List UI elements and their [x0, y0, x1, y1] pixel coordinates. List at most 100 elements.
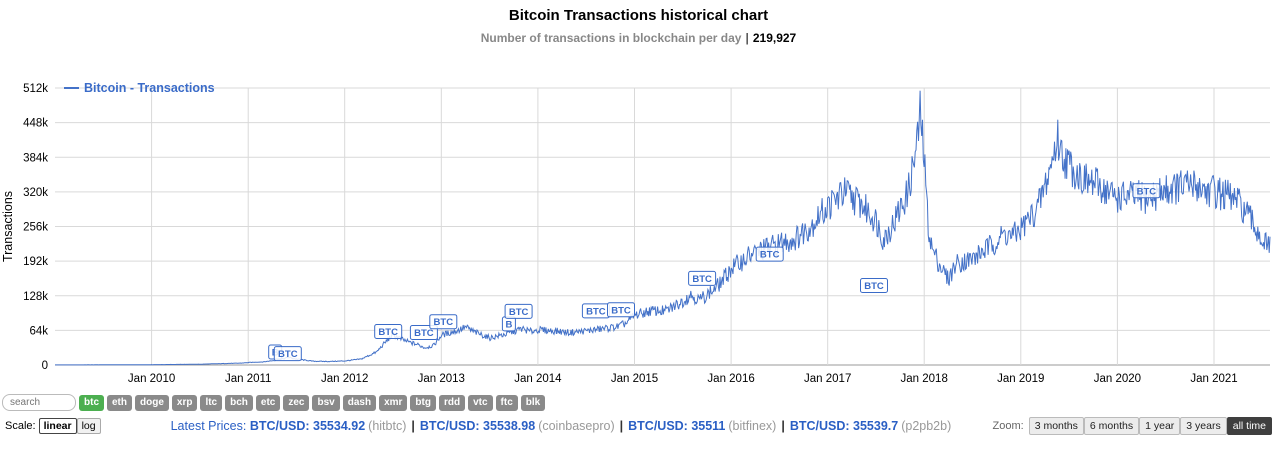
coin-button-rdd[interactable]: rdd — [438, 394, 466, 411]
btc-annotation-box — [1132, 183, 1161, 199]
price-exchange-name: (p2pb2b) — [901, 419, 952, 433]
y-tick-label: 448k — [23, 118, 48, 130]
x-tick-label: Jan 2015 — [611, 373, 658, 385]
x-tick-label: Jan 2014 — [514, 373, 562, 385]
y-tick-label: 64k — [29, 325, 48, 337]
btc-annotation-label: B — [505, 319, 512, 330]
coin-button-btg[interactable]: btg — [410, 394, 436, 411]
zoom-1-year-button[interactable]: 1 year — [1139, 417, 1181, 435]
scale-log-button[interactable]: log — [76, 418, 101, 434]
price-link-coinbasepro[interactable]: BTC/USD: 35538.98 — [419, 419, 536, 433]
btc-annotation-box — [688, 270, 717, 286]
latest-prices: Latest Prices: BTC/USD: 35534.92 (hitbtc)… — [171, 419, 993, 433]
coin-button-doge[interactable]: doge — [135, 394, 169, 411]
transactions-chart[interactable]: 0 64k 128k 192k 256k 320k 384k 448k 512k Jan 2010… — [0, 66, 1277, 388]
btc-annotation[interactable]: BTC — [860, 278, 888, 293]
btc-annotation-label: BTC — [378, 327, 398, 338]
btc-annotation[interactable]: BTC — [429, 314, 458, 330]
scale-buttons: linear log — [38, 418, 101, 434]
x-tick-label: Jan 2010 — [128, 373, 175, 385]
x-tick-label: Jan 2018 — [901, 373, 948, 385]
btc-annotation-box — [607, 302, 635, 318]
zoom-3-years-button[interactable]: 3 years — [1180, 417, 1227, 435]
price-link-hitbtc[interactable]: BTC/USD: 35534.92 — [249, 419, 366, 433]
zoom-all-time-button[interactable]: all time — [1226, 417, 1272, 435]
btc-annotation-label: BTC — [434, 317, 454, 328]
coin-button-bsv[interactable]: bsv — [312, 394, 340, 411]
coins-toolbar: btcethdogexrpltcbchetczecbsvdashxmrbtgrd… — [2, 394, 1275, 411]
btc-annotation-label: BTC — [509, 307, 529, 318]
btc-annotation-label: BTC — [586, 306, 606, 317]
y-tick-label: 256k — [23, 222, 48, 234]
btc-annotation-box — [755, 246, 784, 262]
btc-annotation[interactable]: BTC — [504, 303, 533, 319]
x-tick-label: Jan 2013 — [418, 373, 465, 385]
coin-button-ltc[interactable]: ltc — [200, 394, 223, 411]
btc-annotation[interactable]: BTC — [273, 346, 302, 362]
y-tick-label: 384k — [23, 152, 48, 164]
scale-linear-button[interactable]: linear — [38, 418, 77, 434]
legend-label[interactable]: Bitcoin - Transactions — [84, 81, 215, 95]
coin-buttons: btc eth doge xrp ltc bch etc zec bsv dash xmr btg rd… — [79, 394, 546, 411]
coin-button-bch[interactable]: bch — [225, 394, 253, 411]
btc-annotation[interactable]: BTC — [374, 324, 403, 339]
btc-annotation-label: BTC — [1137, 186, 1157, 197]
btc-annotation[interactable]: BTC — [607, 302, 635, 318]
btc-annotation-label: BTC — [414, 328, 434, 339]
price-separator: | — [411, 419, 415, 433]
price-separator: | — [781, 419, 785, 433]
y-tick-label: 512k — [23, 83, 48, 95]
btc-annotation-label: BTC — [611, 305, 631, 316]
zoom-6-months-button[interactable]: 6 months — [1083, 417, 1140, 435]
btc-annotation-label: BTC — [692, 274, 712, 285]
zoom-buttons: 3 months 6 months 1 year 3 years all time — [1028, 417, 1272, 435]
price-exchange-name: (hitbtc) — [368, 419, 407, 433]
y-tick-label: 192k — [23, 256, 48, 268]
y-tick-label: 0 — [42, 360, 48, 372]
coin-button-etc[interactable]: etc — [255, 394, 281, 411]
btc-annotation-label: BTC — [864, 281, 884, 292]
coin-button-dash[interactable]: dash — [342, 394, 377, 411]
x-tick-label: Jan 2019 — [997, 373, 1044, 385]
price-link-bitfinex[interactable]: BTC/USD: 35511 — [628, 419, 726, 433]
coin-button-ftc[interactable]: ftc — [495, 394, 518, 411]
coin-button-btc[interactable]: btc — [79, 394, 104, 411]
search-input[interactable] — [2, 394, 76, 411]
subtitle-separator: | — [745, 31, 749, 45]
x-tick-label: Jan 2017 — [804, 373, 851, 385]
y-tick-label: 320k — [23, 187, 48, 199]
coin-button-blk[interactable]: blk — [520, 394, 546, 411]
zoom-group: Zoom: 3 months 6 months 1 year 3 years all t… — [993, 417, 1272, 435]
btc-annotation-box — [860, 278, 888, 293]
transactions-line — [55, 90, 1271, 366]
coin-button-eth[interactable]: eth — [107, 394, 132, 411]
y-tick-label: 128k — [23, 291, 48, 303]
price-exchange-name: (coinbasepro) — [538, 419, 615, 433]
y-axis-title: Transactions — [1, 191, 15, 262]
latest-prices-label: Latest Prices: — [170, 419, 247, 433]
btc-annotation[interactable]: BTC — [688, 270, 717, 286]
current-value: 219,927 — [752, 31, 797, 45]
bottom-bar: Scale: linear log Latest Prices: BTC/USD:… — [5, 417, 1272, 435]
price-separator: | — [619, 419, 624, 433]
subtitle-label: Number of transactions in blockchain per… — [480, 31, 742, 45]
x-tick-label: Jan 2020 — [1094, 373, 1141, 385]
btc-annotation[interactable]: B — [501, 316, 516, 332]
zoom-3-months-button[interactable]: 3 months — [1028, 417, 1084, 435]
coin-button-vtc[interactable]: vtc — [468, 394, 493, 411]
btc-annotation[interactable]: BTC — [581, 303, 610, 319]
scale-label: Scale: — [5, 420, 36, 432]
coin-button-xrp[interactable]: xrp — [171, 394, 198, 411]
x-tick-label: Jan 2011 — [225, 373, 271, 385]
price-link-p2pb2b[interactable]: BTC/USD: 35539.7 — [789, 419, 899, 433]
page-title: Bitcoin Transactions historical chart — [508, 7, 769, 24]
btc-annotation-box — [504, 303, 533, 319]
btc-annotation[interactable]: BTC — [1132, 183, 1161, 199]
coin-button-zec[interactable]: zec — [283, 394, 310, 411]
btc-annotation-box — [429, 314, 458, 330]
btc-annotation[interactable]: BTC — [755, 246, 784, 262]
zoom-label: Zoom: — [992, 420, 1024, 432]
chart-subtitle: Number of transactions in blockchain per… — [0, 31, 1277, 45]
coin-button-xmr[interactable]: xmr — [379, 394, 408, 411]
